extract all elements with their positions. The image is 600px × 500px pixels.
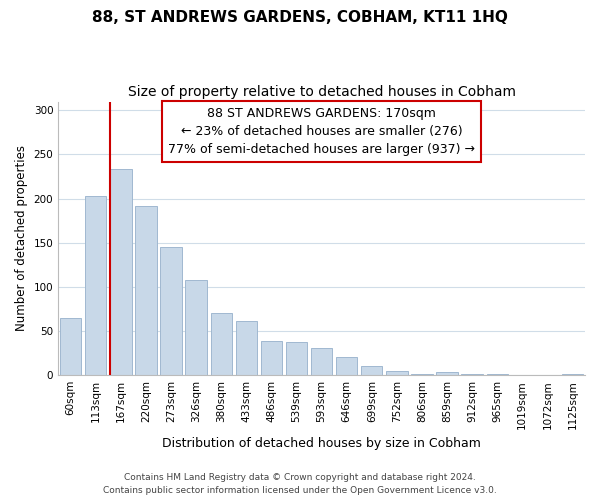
Bar <box>286 342 307 375</box>
Bar <box>211 314 232 375</box>
Bar <box>185 280 207 375</box>
Bar <box>361 366 382 375</box>
Bar <box>261 340 282 375</box>
Bar <box>436 372 458 375</box>
Bar <box>386 370 407 375</box>
Bar <box>562 374 583 375</box>
Y-axis label: Number of detached properties: Number of detached properties <box>15 146 28 332</box>
Bar <box>336 358 358 375</box>
Bar <box>136 206 157 375</box>
Text: Contains HM Land Registry data © Crown copyright and database right 2024.
Contai: Contains HM Land Registry data © Crown c… <box>103 474 497 495</box>
Bar <box>160 247 182 375</box>
Bar <box>85 196 106 375</box>
Bar <box>110 168 131 375</box>
Text: 88 ST ANDREWS GARDENS: 170sqm
← 23% of detached houses are smaller (276)
77% of : 88 ST ANDREWS GARDENS: 170sqm ← 23% of d… <box>168 107 475 156</box>
Bar <box>487 374 508 375</box>
Bar <box>411 374 433 375</box>
Bar <box>60 318 82 375</box>
Text: 88, ST ANDREWS GARDENS, COBHAM, KT11 1HQ: 88, ST ANDREWS GARDENS, COBHAM, KT11 1HQ <box>92 10 508 25</box>
Bar <box>461 374 483 375</box>
Title: Size of property relative to detached houses in Cobham: Size of property relative to detached ho… <box>128 85 515 99</box>
Bar <box>236 321 257 375</box>
X-axis label: Distribution of detached houses by size in Cobham: Distribution of detached houses by size … <box>162 437 481 450</box>
Bar <box>311 348 332 375</box>
